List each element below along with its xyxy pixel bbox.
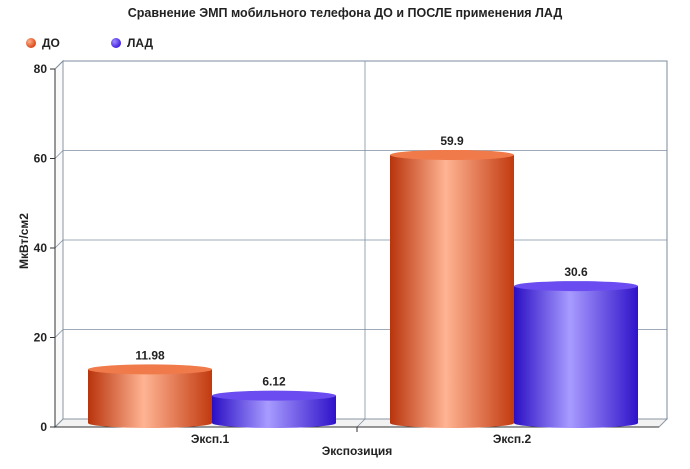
bar-body	[514, 286, 638, 428]
x-tick-label: Эксп.1	[191, 432, 230, 446]
bar-top	[390, 149, 514, 160]
x-tick-label: Эксп.2	[493, 432, 532, 446]
legend-marker-do	[26, 38, 36, 48]
gridline-x-depth	[356, 418, 366, 428]
bar-top	[212, 390, 336, 401]
bar-top	[88, 364, 212, 375]
y-tick-label: 0	[40, 420, 47, 434]
chart-title: Сравнение ЭМП мобильного телефона ДО и П…	[128, 6, 563, 20]
bar-body	[390, 154, 514, 428]
bar-lad	[514, 281, 638, 428]
bar-body	[88, 369, 212, 428]
gridline-y-depth	[54, 239, 64, 249]
bar-do	[88, 364, 212, 428]
bars	[88, 149, 638, 428]
data-labels: 11.98 6.12 59.9 30.6	[135, 134, 588, 389]
legend-label-lad: ЛАД	[127, 36, 154, 50]
legend-label-do: ДО	[42, 36, 60, 50]
gridline-y-depth	[54, 150, 64, 159]
data-label: 30.6	[564, 265, 588, 279]
bar-top	[514, 281, 638, 292]
gridline-y-depth	[54, 60, 64, 70]
data-label: 11.98	[135, 348, 165, 362]
y-tick-label: 60	[34, 152, 48, 166]
gridline-y-depth	[54, 329, 64, 338]
bar-lad	[212, 390, 336, 428]
y-tick-label: 80	[34, 62, 48, 76]
y-tick-label: 20	[34, 331, 48, 345]
legend-marker-lad	[111, 38, 121, 48]
legend: ДО ЛАД	[26, 36, 154, 50]
x-axis-title: Экспозиция	[322, 444, 393, 458]
y-tick-label: 40	[34, 241, 48, 255]
bar-do	[390, 149, 514, 428]
data-label: 6.12	[262, 375, 286, 389]
y-axis-title: МкВт/см2	[17, 213, 31, 269]
data-label: 59.9	[440, 134, 464, 148]
bar-body	[212, 395, 336, 428]
